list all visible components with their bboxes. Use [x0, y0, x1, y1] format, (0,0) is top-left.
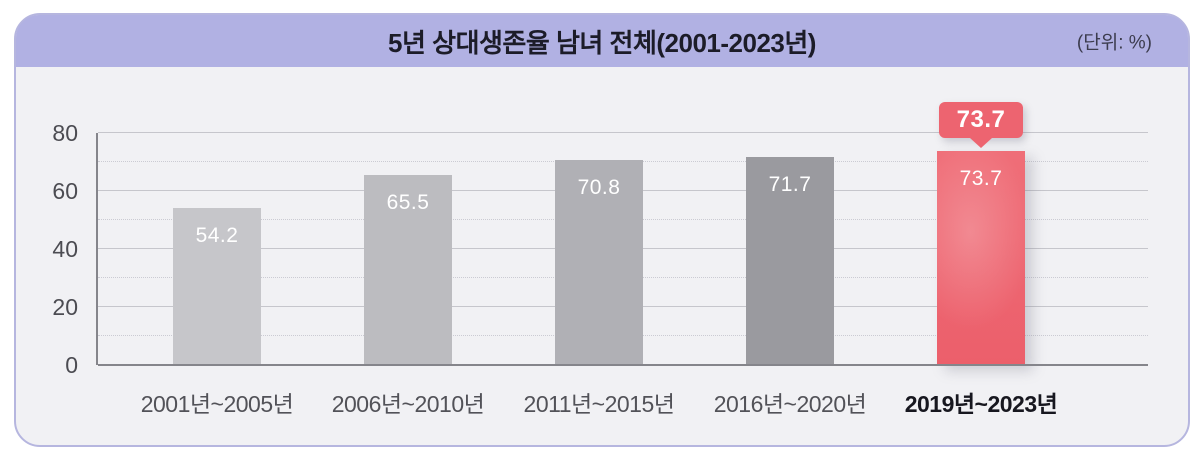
callout-value-label: 73.7 — [956, 106, 1006, 134]
y-axis-tick-label: 60 — [52, 178, 78, 204]
y-axis-tick-label: 20 — [52, 294, 78, 320]
y-axis-tick-label: 80 — [52, 120, 78, 146]
bar-value-label: 73.7 — [959, 167, 1003, 191]
bar: 71.7 — [746, 157, 834, 365]
plot-area: 0 20 40 60 80 54.2 2001년~2005년 65.5 2006년~2010년 7… — [52, 102, 1148, 417]
bar-value-label: 70.8 — [577, 175, 621, 199]
bar: 70.8 — [555, 159, 643, 365]
bar-value-label: 54.2 — [195, 223, 239, 247]
chart-panel: 5년 상대생존율 남녀 전체(2001-2023년) (단위: %) 0 20 40… — [14, 13, 1190, 447]
highlight-callout: 73.7 — [939, 102, 1023, 149]
x-axis-label: 2011년~2015년 — [523, 391, 675, 417]
unit-label: (단위: %) — [1076, 32, 1152, 54]
y-axis-line — [96, 133, 98, 365]
x-axis-label: 2001년~2005년 — [140, 391, 294, 417]
bar: 54.2 — [173, 207, 261, 365]
x-axis-label: 2019년~2023년 — [904, 391, 1058, 417]
chart-title: 5년 상대생존율 남녀 전체(2001-2023년) — [388, 27, 816, 58]
bar: 65.5 — [364, 175, 452, 365]
bar: 73.7 — [937, 151, 1025, 365]
bar-value-label: 71.7 — [768, 173, 812, 197]
gridline-major — [98, 132, 1148, 133]
x-axis-baseline — [98, 364, 1148, 366]
x-axis-label: 2016년~2020년 — [713, 391, 867, 417]
bar-value-label: 65.5 — [386, 191, 430, 215]
x-axis-label: 2006년~2010년 — [331, 391, 485, 417]
y-axis-tick-label: 0 — [65, 352, 78, 378]
y-axis-tick-label: 40 — [52, 236, 78, 262]
chart-header: 5년 상대생존율 남녀 전체(2001-2023년) (단위: %) — [16, 15, 1188, 67]
